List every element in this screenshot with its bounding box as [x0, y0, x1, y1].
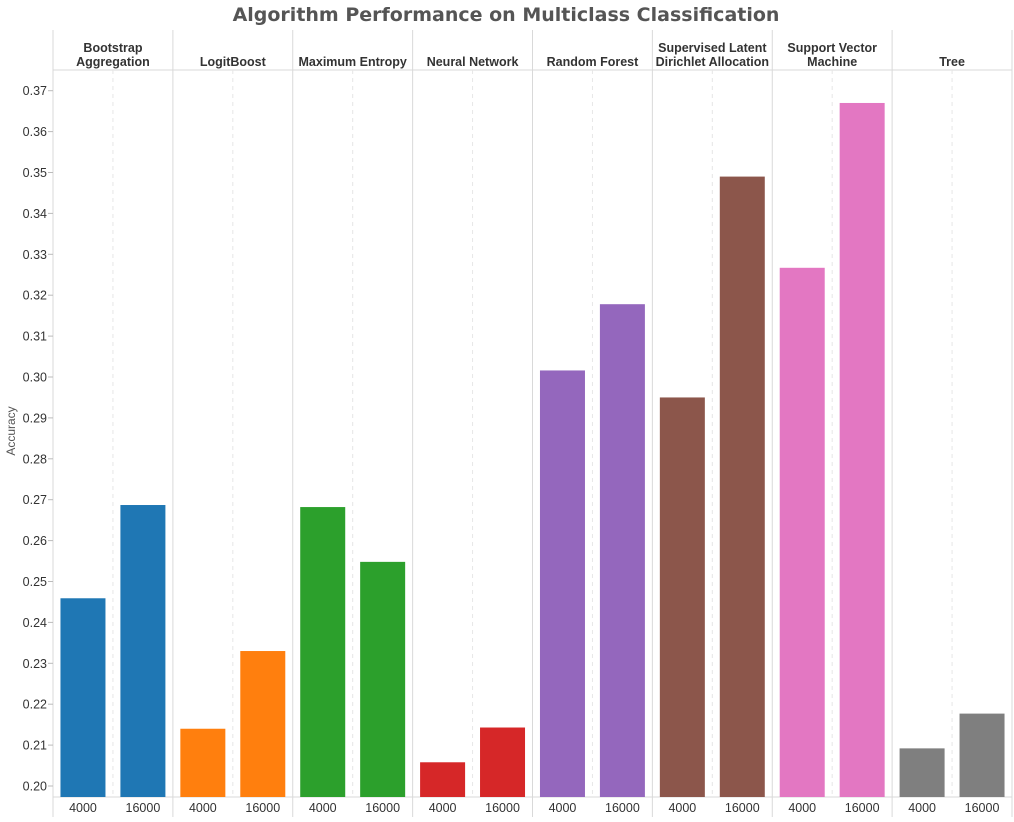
x-tick-label: 4000: [429, 801, 457, 815]
bar: [60, 598, 106, 797]
group-header-label: Dirichlet Allocation: [656, 55, 769, 69]
bar: [719, 176, 765, 798]
bar: [240, 651, 286, 797]
x-tick-label: 16000: [365, 801, 400, 815]
y-tick-label: 0.28: [23, 452, 47, 466]
y-tick-label: 0.24: [23, 616, 47, 630]
y-tick-label: 0.25: [23, 575, 47, 589]
y-tick-label: 0.37: [23, 84, 47, 98]
group-header-label: Maximum Entropy: [299, 55, 407, 69]
chart-body: 0.20 0.21 0.22 0.23 0.24 0.25 0.26 0.27 0.28 0.29…: [23, 30, 1013, 817]
bar: [120, 505, 166, 797]
bar: [899, 748, 945, 797]
x-tick-label: 16000: [965, 801, 1000, 815]
y-tick-label: 0.20: [23, 780, 47, 794]
group-header-label: Supervised Latent: [658, 41, 767, 55]
x-tick-label: 4000: [908, 801, 936, 815]
y-tick-label: 0.32: [23, 289, 47, 303]
x-tick-label: 16000: [845, 801, 880, 815]
x-tick-label: 4000: [189, 801, 217, 815]
y-tick-label: 0.21: [23, 739, 47, 753]
bar: [839, 102, 885, 798]
x-tick-label: 4000: [788, 801, 816, 815]
y-tick-label: 0.36: [23, 125, 47, 139]
group-header-label: Neural Network: [427, 55, 519, 69]
bar: [959, 713, 1005, 797]
y-tick-label: 0.23: [23, 657, 47, 671]
x-tick-label: 4000: [69, 801, 97, 815]
y-tick-label: 0.26: [23, 534, 47, 548]
y-tick-label: 0.31: [23, 330, 47, 344]
group-header-label: LogitBoost: [200, 55, 267, 69]
bar: [539, 370, 585, 797]
chart-title: Algorithm Performance on Multiclass Clas…: [233, 4, 780, 26]
x-tick-label: 4000: [668, 801, 696, 815]
group-header-label: Tree: [939, 55, 965, 69]
bar: [300, 507, 346, 797]
x-tick-label: 4000: [309, 801, 337, 815]
y-tick-label: 0.33: [23, 248, 47, 262]
group-header-label: Bootstrap: [83, 41, 142, 55]
x-tick-label: 16000: [725, 801, 760, 815]
y-tick-label: 0.27: [23, 493, 47, 507]
x-tick-label: 16000: [485, 801, 520, 815]
y-axis-label: Accuracy: [4, 406, 18, 455]
x-tick-label: 16000: [245, 801, 280, 815]
y-tick-label: 0.34: [23, 207, 47, 221]
bar: [480, 727, 526, 797]
bar: [360, 561, 406, 797]
group-header-label: Aggregation: [76, 55, 150, 69]
bar: [599, 304, 645, 797]
x-tick-label: 16000: [605, 801, 640, 815]
group-header-label: Random Forest: [547, 55, 640, 69]
bar: [779, 267, 825, 797]
bar: [659, 397, 705, 797]
x-tick-label: 16000: [126, 801, 161, 815]
y-tick-label: 0.35: [23, 166, 47, 180]
group-header-label: Support Vector: [787, 41, 877, 55]
y-tick-label: 0.30: [23, 371, 47, 385]
x-tick-label: 4000: [549, 801, 577, 815]
bar: [420, 762, 466, 797]
bar: [180, 728, 226, 797]
y-tick-label: 0.22: [23, 698, 47, 712]
y-tick-label: 0.29: [23, 411, 47, 425]
group-header-label: Machine: [807, 55, 857, 69]
